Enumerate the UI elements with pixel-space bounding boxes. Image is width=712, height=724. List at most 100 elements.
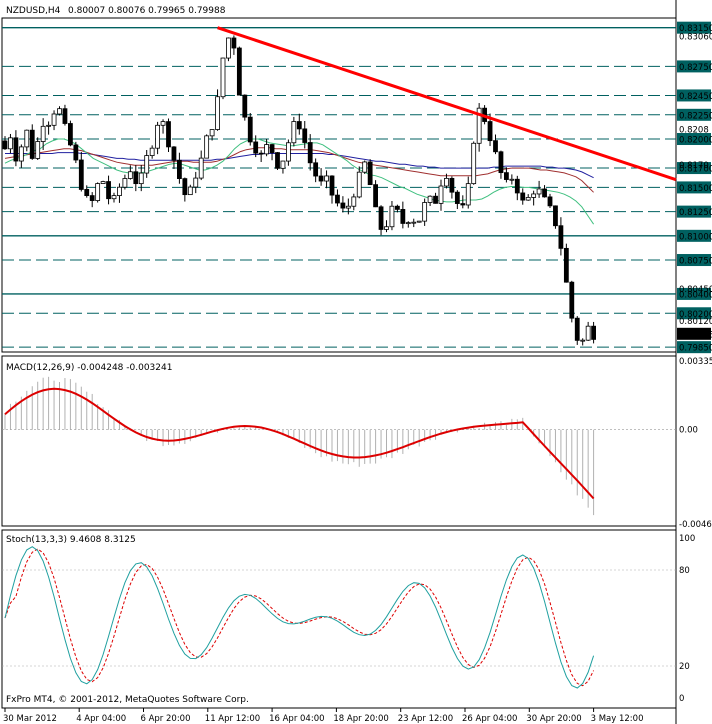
candle-body <box>18 146 24 162</box>
candle-body <box>100 181 106 184</box>
candle-body <box>591 325 596 340</box>
macd-signal-line <box>4 387 595 500</box>
candle-body <box>193 177 199 188</box>
time-axis: 30 Mar 2012 4 Apr 04:00 6 Apr 20:00 11 Apr … <box>3 708 643 724</box>
price-tick: 0.80120 <box>679 317 712 327</box>
candle-body <box>471 142 477 185</box>
candle-body <box>547 196 553 207</box>
candle-body <box>318 175 324 182</box>
candle-body <box>46 124 51 127</box>
candle-body <box>176 159 182 180</box>
ma-mid-line <box>4 147 594 193</box>
candle-body <box>460 203 466 206</box>
price-label-box <box>677 254 711 267</box>
price-label: 0.79988 <box>679 330 712 340</box>
macd-axis-label: 0.00335 <box>679 357 712 367</box>
candle-body <box>378 206 384 230</box>
candle-body <box>307 142 313 164</box>
candle-body <box>558 225 564 249</box>
price-label: 0.82250 <box>679 111 712 121</box>
candle-body <box>465 183 471 206</box>
stoch-axis-label: 80 <box>679 566 690 576</box>
candle-body <box>340 202 346 209</box>
price-label: 0.81700 <box>679 165 712 175</box>
candle-body <box>40 125 46 142</box>
trendline-group <box>217 26 677 182</box>
candle-body <box>117 186 122 196</box>
time-label: 6 Apr 20:00 <box>140 714 190 724</box>
candle-body <box>111 195 117 200</box>
candle-body <box>531 193 537 198</box>
candle-body <box>187 186 193 196</box>
candle-body <box>427 195 433 203</box>
candle-body <box>520 192 526 201</box>
price-tick: 0.80450 <box>679 285 712 295</box>
candle-body <box>384 226 389 230</box>
candle-body <box>73 144 79 161</box>
candle-body <box>324 175 329 182</box>
stoch-main-line <box>4 546 595 689</box>
candle-body <box>542 188 547 198</box>
price-label: 0.81250 <box>679 208 712 218</box>
candle-body <box>503 172 509 180</box>
candle-body <box>182 178 188 196</box>
candle-body <box>356 171 362 198</box>
candles <box>2 35 596 346</box>
candle-body <box>264 144 270 155</box>
time-label: 18 Apr 20:00 <box>333 714 388 724</box>
candle-body <box>280 160 286 169</box>
price-label-box <box>677 162 711 175</box>
time-label: 16 Apr 04:00 <box>269 714 324 724</box>
candle-body <box>574 317 580 341</box>
candle-body <box>198 157 204 179</box>
stoch-axis-label: 20 <box>679 662 690 672</box>
price-label-box <box>677 60 711 73</box>
price-label: 0.82750 <box>679 63 712 73</box>
candle-body <box>106 181 111 200</box>
candle-body <box>449 177 455 193</box>
candle-body <box>345 205 351 209</box>
macd-axis-label: 0.00 <box>679 426 698 436</box>
candle-body <box>242 94 248 118</box>
candle-body <box>171 146 177 161</box>
price-label-box <box>677 89 711 102</box>
chart-title: NZDUSD,H4 <box>6 6 61 16</box>
time-label: 3 May 12:00 <box>591 714 644 724</box>
price-label-box <box>677 205 711 218</box>
candle-body <box>335 194 340 204</box>
candle-body <box>291 121 297 144</box>
candle-body <box>553 205 558 227</box>
price-label: 0.80200 <box>679 310 712 320</box>
candle-body <box>367 161 373 186</box>
candle-body <box>57 108 62 115</box>
candle-body <box>215 96 220 130</box>
candle-body <box>536 188 542 195</box>
price-pane[interactable] <box>1 0 677 724</box>
ma-fast-line <box>4 138 595 225</box>
candle-body <box>95 183 101 201</box>
candle-body <box>580 339 586 342</box>
stochastic-pane[interactable]: 100 80 20 0 <box>2 534 695 704</box>
candle-body <box>405 222 411 225</box>
candle-body <box>149 147 155 156</box>
price-label-box <box>677 341 711 354</box>
price-label-box <box>677 307 711 320</box>
candle-body <box>138 172 144 185</box>
candle-body <box>236 47 242 96</box>
candle-body <box>476 107 482 144</box>
moving-averages <box>4 138 595 225</box>
candle-body <box>389 205 395 228</box>
candle-body <box>313 162 319 177</box>
price-levels <box>2 26 676 348</box>
candle-body <box>454 191 460 204</box>
candle-body <box>438 185 444 204</box>
copyright-text: FxPro MT4, © 2001-2012, MetaQuotes Softw… <box>6 695 249 705</box>
candle-body <box>493 140 498 153</box>
candle-body <box>444 177 449 187</box>
candle-body <box>78 159 84 190</box>
time-label: 23 Apr 12:00 <box>398 714 453 724</box>
candle-body <box>269 144 275 153</box>
